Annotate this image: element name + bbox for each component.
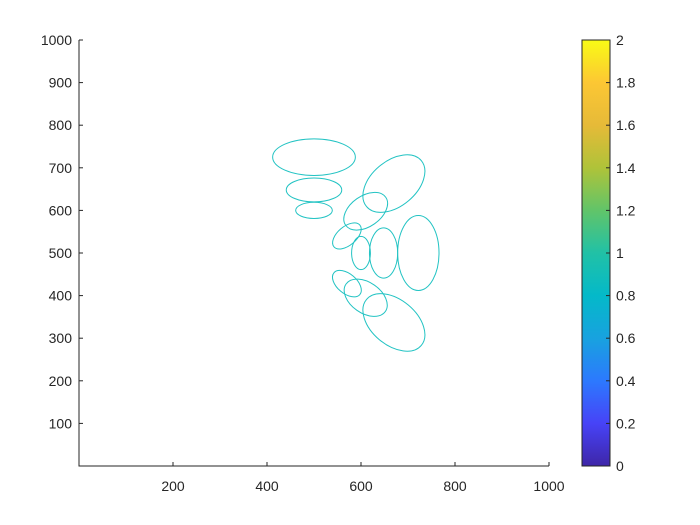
colorbar-tick-label: 1.8	[616, 75, 636, 91]
colorbar-tick-label: 0.2	[616, 415, 636, 431]
y-tick-label: 1000	[41, 32, 72, 48]
colorbar-tick-label: 0.6	[616, 330, 636, 346]
x-tick-label: 200	[161, 478, 185, 494]
y-tick-label: 400	[49, 288, 73, 304]
x-axis-ticks: 200 400 600 800 1000	[161, 462, 565, 494]
ellipse-7	[351, 235, 371, 271]
colorbar: 0 0.2 0.4 0.6 0.8 1 1.2 1.4 1.6 1.8 2	[581, 32, 636, 474]
ellipse-2	[285, 177, 343, 203]
ellipse-9	[397, 215, 440, 291]
y-tick-label: 300	[49, 330, 73, 346]
y-tick-label: 600	[49, 202, 73, 218]
ellipse-1	[272, 138, 356, 176]
ellipse-series	[272, 138, 440, 352]
colorbar-gradient	[581, 39, 611, 467]
colorbar-tick-label: 1.6	[616, 117, 636, 133]
colorbar-tick-label: 1.4	[616, 160, 636, 176]
colorbar-tick-label: 2	[616, 32, 624, 48]
ellipse-4	[362, 154, 426, 213]
y-tick-label: 900	[49, 75, 73, 91]
y-tick-label: 800	[49, 117, 73, 133]
ellipse-11	[343, 278, 388, 317]
colorbar-tick-label: 0.4	[616, 373, 636, 389]
ellipse-5	[343, 191, 389, 231]
plot-area: 200 400 600 800 1000 100 200 300 400 500 600 700 80…	[41, 32, 565, 494]
y-tick-label: 700	[49, 160, 73, 176]
colorbar-tick-label: 1	[616, 245, 624, 261]
plot-axes	[78, 40, 549, 467]
ellipse-8	[368, 227, 399, 279]
y-tick-label: 100	[49, 415, 73, 431]
x-tick-label: 1000	[533, 478, 564, 494]
x-tick-label: 600	[349, 478, 373, 494]
ellipse-3	[295, 201, 333, 219]
ellipse-12	[362, 293, 426, 352]
x-tick-label: 400	[255, 478, 279, 494]
ellipse-10	[331, 269, 362, 298]
x-tick-label: 800	[443, 478, 467, 494]
y-axis-ticks: 100 200 300 400 500 600 700 800 900 1000	[41, 32, 83, 431]
colorbar-tick-label: 1.2	[616, 202, 636, 218]
colorbar-tick-label: 0	[616, 458, 624, 474]
colorbar-tick-label: 0.8	[616, 288, 636, 304]
y-tick-label: 200	[49, 373, 73, 389]
colorbar-ticks: 0 0.2 0.4 0.6 0.8 1 1.2 1.4 1.6 1.8 2	[606, 32, 636, 474]
y-tick-label: 500	[49, 245, 73, 261]
